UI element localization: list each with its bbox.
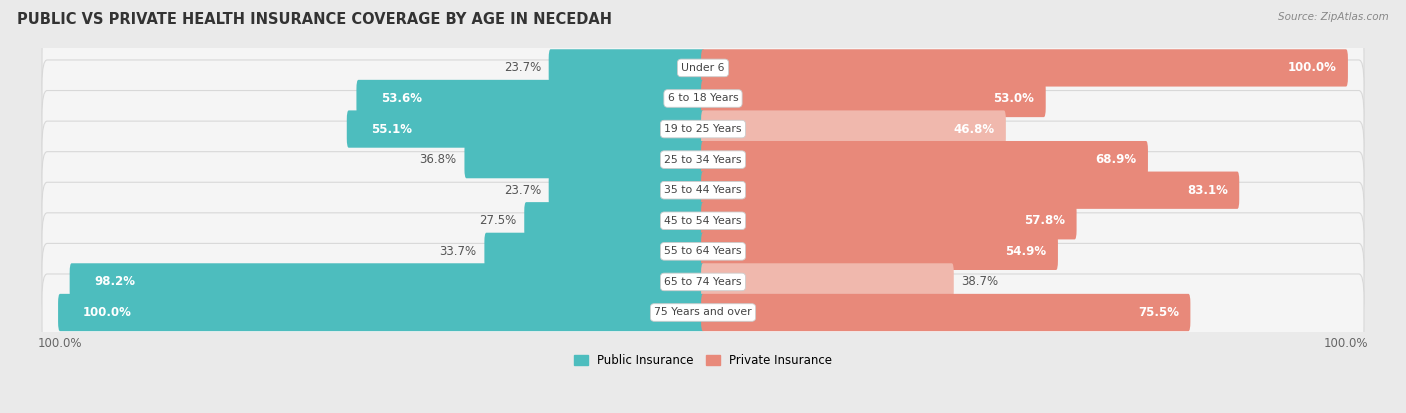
Text: 46.8%: 46.8% [953, 123, 994, 135]
FancyBboxPatch shape [702, 49, 1348, 87]
FancyBboxPatch shape [42, 152, 1364, 229]
Text: 33.7%: 33.7% [440, 245, 477, 258]
Text: 98.2%: 98.2% [94, 275, 135, 288]
FancyBboxPatch shape [485, 233, 704, 270]
FancyBboxPatch shape [702, 263, 953, 301]
Text: Under 6: Under 6 [682, 63, 724, 73]
Text: 23.7%: 23.7% [503, 62, 541, 74]
FancyBboxPatch shape [42, 213, 1364, 290]
Text: 65 to 74 Years: 65 to 74 Years [664, 277, 742, 287]
Text: PUBLIC VS PRIVATE HEALTH INSURANCE COVERAGE BY AGE IN NECEDAH: PUBLIC VS PRIVATE HEALTH INSURANCE COVER… [17, 12, 612, 27]
Text: 53.0%: 53.0% [993, 92, 1035, 105]
FancyBboxPatch shape [42, 243, 1364, 320]
FancyBboxPatch shape [42, 90, 1364, 168]
FancyBboxPatch shape [347, 110, 704, 148]
Text: 25 to 34 Years: 25 to 34 Years [664, 154, 742, 165]
FancyBboxPatch shape [702, 110, 1005, 148]
Text: 68.9%: 68.9% [1095, 153, 1136, 166]
Text: 6 to 18 Years: 6 to 18 Years [668, 93, 738, 104]
Text: 55 to 64 Years: 55 to 64 Years [664, 246, 742, 256]
Text: Source: ZipAtlas.com: Source: ZipAtlas.com [1278, 12, 1389, 22]
Text: 19 to 25 Years: 19 to 25 Years [664, 124, 742, 134]
FancyBboxPatch shape [548, 171, 704, 209]
FancyBboxPatch shape [702, 233, 1057, 270]
Legend: Public Insurance, Private Insurance: Public Insurance, Private Insurance [569, 349, 837, 372]
Text: 45 to 54 Years: 45 to 54 Years [664, 216, 742, 226]
Text: 54.9%: 54.9% [1005, 245, 1046, 258]
FancyBboxPatch shape [702, 141, 1147, 178]
Text: 38.7%: 38.7% [962, 275, 998, 288]
FancyBboxPatch shape [524, 202, 704, 240]
FancyBboxPatch shape [58, 294, 704, 331]
FancyBboxPatch shape [42, 182, 1364, 259]
Text: 75.5%: 75.5% [1137, 306, 1178, 319]
FancyBboxPatch shape [42, 29, 1364, 107]
FancyBboxPatch shape [702, 202, 1077, 240]
FancyBboxPatch shape [702, 294, 1191, 331]
Text: 53.6%: 53.6% [381, 92, 422, 105]
Text: 100.0%: 100.0% [1288, 62, 1336, 74]
FancyBboxPatch shape [548, 49, 704, 87]
Text: 57.8%: 57.8% [1024, 214, 1064, 227]
FancyBboxPatch shape [702, 80, 1046, 117]
FancyBboxPatch shape [702, 171, 1239, 209]
Text: 83.1%: 83.1% [1187, 184, 1227, 197]
Text: 23.7%: 23.7% [503, 184, 541, 197]
FancyBboxPatch shape [464, 141, 704, 178]
Text: 36.8%: 36.8% [419, 153, 457, 166]
Text: 75 Years and over: 75 Years and over [654, 308, 752, 318]
Text: 55.1%: 55.1% [371, 123, 412, 135]
FancyBboxPatch shape [42, 274, 1364, 351]
FancyBboxPatch shape [70, 263, 704, 301]
Text: 35 to 44 Years: 35 to 44 Years [664, 185, 742, 195]
Text: 100.0%: 100.0% [83, 306, 131, 319]
FancyBboxPatch shape [357, 80, 704, 117]
FancyBboxPatch shape [42, 60, 1364, 137]
FancyBboxPatch shape [42, 121, 1364, 198]
Text: 27.5%: 27.5% [479, 214, 516, 227]
